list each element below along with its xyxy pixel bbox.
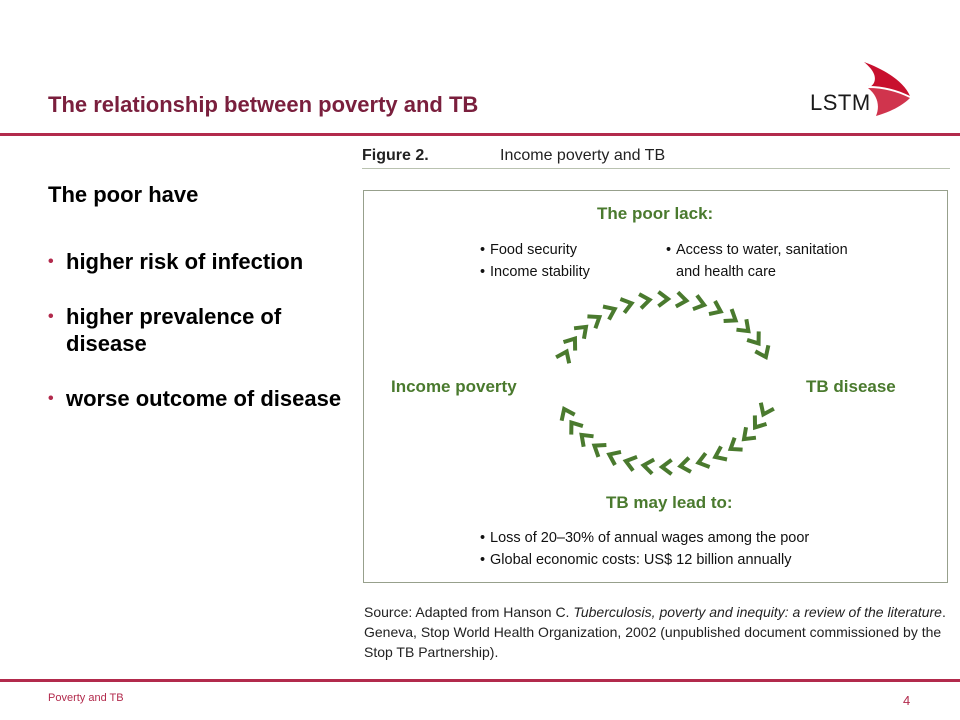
- chevron-arrow-icon: [573, 324, 589, 340]
- poor-lack-heading: The poor lack:: [597, 204, 714, 223]
- chevron-arrow-icon: [591, 442, 607, 458]
- chevron-arrow-icon: [602, 304, 618, 321]
- chevron-arrow-icon: [587, 314, 603, 330]
- figure-title: Income poverty and TB: [500, 147, 666, 164]
- chevron-arrow-icon: [723, 308, 739, 324]
- bullet-item: • worse outcome of disease: [48, 385, 368, 412]
- source-title: Tuberculosis, poverty and inequity: a re…: [573, 604, 942, 620]
- bullet-list: • higher risk of infection • higher preval…: [48, 248, 368, 440]
- header-divider: [0, 133, 960, 136]
- chevron-arrow-icon: [638, 292, 653, 310]
- node-tb-disease: TB disease: [806, 377, 896, 396]
- chevron-arrow-icon: [619, 297, 635, 315]
- chevron-arrow-icon: [708, 300, 724, 317]
- logo-text: LSTM: [810, 90, 871, 115]
- chevron-arrow-icon: [622, 454, 638, 472]
- page-number: 4: [903, 693, 911, 708]
- chevron-arrow-icon: [579, 432, 594, 448]
- chevron-arrow-icon: [752, 415, 768, 431]
- chevron-arrow-icon: [727, 436, 743, 452]
- bullet-text: higher risk of infection: [66, 249, 304, 274]
- chevron-arrow-icon: [559, 405, 576, 422]
- lead-text: The poor have: [48, 182, 199, 207]
- poor-lack-right-list: • Access to water, sanitation and health …: [666, 239, 848, 283]
- logo-swoosh-icon: [864, 62, 910, 116]
- figure-source: Source: Adapted from Hanson C. Tuberculo…: [364, 604, 946, 660]
- chevron-arrow-icon: [695, 451, 711, 469]
- bullet-item: • higher prevalence of disease: [48, 303, 368, 357]
- bullet-text: worse outcome of disease: [66, 386, 342, 411]
- cycle-arrows: [555, 290, 775, 476]
- figure-box: [363, 190, 948, 583]
- chevron-arrow-icon: [606, 449, 622, 466]
- chevron-arrow-icon: [736, 318, 751, 334]
- chevron-arrow-icon: [712, 445, 728, 462]
- node-income-poverty: Income poverty: [391, 377, 517, 396]
- tb-leads-list: • Loss of 20–30% of annual wages among th…: [480, 527, 809, 571]
- chevron-arrow-icon: [640, 457, 656, 476]
- chevron-arrow-icon: [758, 402, 775, 418]
- tb-leads-heading: TB may lead to:: [606, 493, 733, 512]
- list-item: and health care: [676, 264, 776, 280]
- footer-text: Poverty and TB: [48, 692, 124, 704]
- bullet-icon: •: [48, 308, 54, 325]
- list-item: • Access to water, sanitation: [666, 242, 848, 258]
- bullet-text: higher prevalence of disease: [66, 304, 282, 356]
- chevron-arrow-icon: [677, 456, 692, 474]
- slide-title: The relationship between poverty and TB: [48, 92, 479, 117]
- chevron-arrow-icon: [746, 331, 761, 347]
- chevron-arrow-icon: [569, 419, 584, 435]
- bullet-icon: •: [48, 390, 54, 407]
- chevron-arrow-icon: [692, 294, 708, 312]
- list-item: • Food security: [480, 242, 578, 258]
- chevron-arrow-icon: [658, 458, 673, 476]
- list-item: • Loss of 20–30% of annual wages among th…: [480, 530, 810, 546]
- chevron-arrow-icon: [754, 344, 771, 361]
- list-item: • Income stability: [480, 264, 590, 280]
- footer-divider: [0, 679, 960, 682]
- figure-label: Figure 2.: [362, 147, 429, 164]
- poor-lack-left-list: • Food security • Income stability: [480, 239, 590, 283]
- figure-divider: [362, 168, 950, 169]
- chevron-arrow-icon: [657, 290, 672, 308]
- bullet-icon: •: [48, 253, 54, 270]
- bullet-item: • higher risk of infection: [48, 248, 368, 275]
- lstm-logo: LSTM: [806, 56, 916, 120]
- figure-heading: Figure 2. Income poverty and TB: [362, 147, 665, 165]
- chevron-arrow-icon: [674, 290, 690, 309]
- list-item: • Global economic costs: US$ 12 billion a…: [480, 552, 792, 568]
- chevron-arrow-icon: [562, 335, 578, 351]
- chevron-arrow-icon: [555, 348, 572, 364]
- chevron-arrow-icon: [741, 426, 757, 442]
